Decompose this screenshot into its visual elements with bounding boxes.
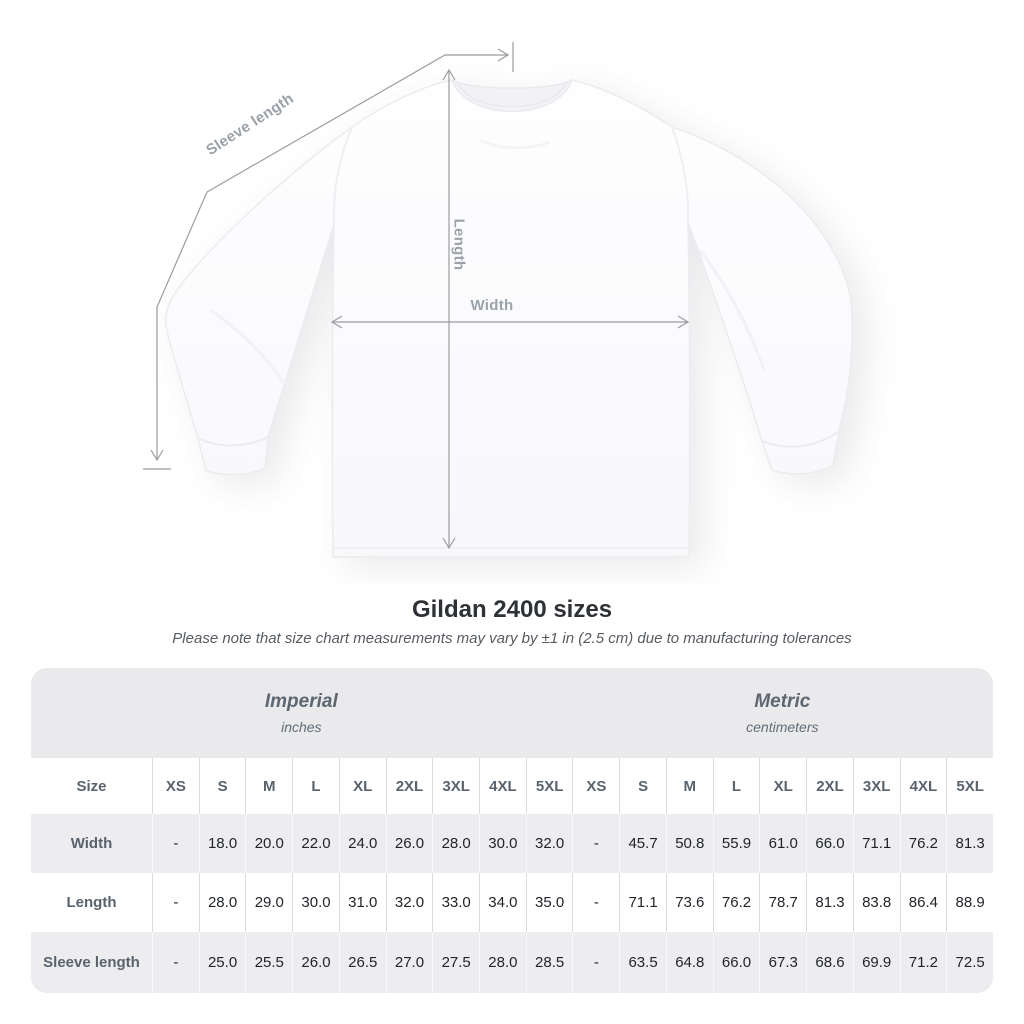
imperial-label: Imperial <box>264 691 338 712</box>
table-cell: 33.0 <box>432 873 480 932</box>
table-cell: 27.5 <box>432 932 480 993</box>
table-cell: 64.8 <box>665 932 713 993</box>
collar <box>451 78 573 112</box>
table-cell: 30.0 <box>292 873 339 932</box>
imperial-section-header: Imperial inches <box>31 668 572 758</box>
size-label: Size <box>31 758 152 814</box>
table-cell: 34.0 <box>479 873 526 932</box>
table-cell: - <box>152 932 199 993</box>
table-cell: 31.0 <box>338 873 386 932</box>
table-cell: 29.0 <box>245 873 293 932</box>
table-cell: 86.4 <box>899 873 947 932</box>
table-cell: 30.0 <box>479 814 526 873</box>
metric-unit-label: centimeters <box>746 719 819 735</box>
table-cell: 68.6 <box>806 932 853 993</box>
table-cell: 45.7 <box>619 814 666 873</box>
units-band: Imperial inches Metric centimeters <box>31 668 993 758</box>
table-cell: 78.7 <box>759 873 807 932</box>
table-cell: 83.8 <box>852 873 900 932</box>
row-label: Length <box>31 873 152 932</box>
size-column-header: 4XL <box>899 758 947 814</box>
table-cell: 73.6 <box>665 873 713 932</box>
table-cell: 28.0 <box>479 932 526 993</box>
size-column-header: 2XL <box>806 758 853 814</box>
size-column-header: 2XL <box>385 758 433 814</box>
table-cell: 25.0 <box>198 932 246 993</box>
table-cell: 88.9 <box>946 873 993 932</box>
page-title: Gildan 2400 sizes <box>411 596 613 623</box>
table-cell: 69.9 <box>852 932 900 993</box>
metric-label: Metric <box>754 691 811 712</box>
size-column-header: M <box>245 758 293 814</box>
table-cell: - <box>152 814 199 873</box>
size-column-header: L <box>292 758 339 814</box>
row-label: Width <box>31 814 152 873</box>
size-grid: Size XS S M L XL 2XL 3XL 4XL 5XL XS S M L XL 2XL 3XL 4XL 5… <box>31 758 993 993</box>
measurement-lines <box>143 42 690 550</box>
imperial-unit-label: inches <box>281 719 322 735</box>
size-column-header: 3XL <box>432 758 480 814</box>
table-cell: 20.0 <box>245 814 293 873</box>
table-cell: 71.1 <box>619 873 666 932</box>
table-cell: 32.0 <box>525 814 573 873</box>
table-cell: 25.5 <box>245 932 293 993</box>
table-cell: 24.0 <box>338 814 386 873</box>
table-cell: 27.0 <box>385 932 433 993</box>
table-cell: 81.3 <box>946 814 993 873</box>
table-cell: 63.5 <box>619 932 666 993</box>
size-column-header: XL <box>759 758 807 814</box>
table-cell: 61.0 <box>759 814 807 873</box>
size-column-header: XS <box>152 758 199 814</box>
table-cell: 66.0 <box>806 814 853 873</box>
length-label: Length <box>450 218 468 271</box>
size-column-header: S <box>198 758 246 814</box>
table-cell: 76.2 <box>899 814 947 873</box>
table-cell: 22.0 <box>292 814 339 873</box>
table-cell: 28.5 <box>525 932 573 993</box>
table-cell: 26.0 <box>292 932 339 993</box>
table-cell: - <box>572 932 620 993</box>
table-cell: 26.5 <box>338 932 386 993</box>
table-cell: - <box>152 873 199 932</box>
table-cell: 71.1 <box>852 814 900 873</box>
size-column-header: 5XL <box>525 758 573 814</box>
tolerance-note: Please note that size chart measurements… <box>172 630 852 647</box>
size-column-header: M <box>665 758 713 814</box>
heading: Gildan 2400 sizes Please note that size … <box>0 596 1024 648</box>
table-cell: 28.0 <box>432 814 480 873</box>
table-cell: 71.2 <box>899 932 947 993</box>
table-cell: - <box>572 873 620 932</box>
table-cell: 28.0 <box>198 873 246 932</box>
row-label: Sleeve length <box>31 932 152 993</box>
table-cell: 81.3 <box>806 873 853 932</box>
table-cell: 35.0 <box>525 873 573 932</box>
table-cell: 55.9 <box>712 814 760 873</box>
table-cell: - <box>572 814 620 873</box>
sleeve-measure-line <box>156 54 508 460</box>
size-column-header: 4XL <box>479 758 526 814</box>
width-label: Width <box>470 297 514 314</box>
shirt-measurement-diagram: Sleeve length Length Width <box>143 42 853 558</box>
size-column-header: XS <box>572 758 620 814</box>
table-cell: 32.0 <box>385 873 433 932</box>
size-column-header: 5XL <box>946 758 993 814</box>
size-column-header: 3XL <box>852 758 900 814</box>
metric-section-header: Metric centimeters <box>572 668 993 758</box>
size-chart-table: Imperial inches Metric centimeters Size X… <box>31 668 993 993</box>
table-cell: 18.0 <box>198 814 246 873</box>
table-cell: 67.3 <box>759 932 807 993</box>
size-column-header: XL <box>338 758 386 814</box>
shirt-illustration <box>164 78 853 558</box>
table-cell: 76.2 <box>712 873 760 932</box>
table-cell: 72.5 <box>946 932 993 993</box>
shirt-svg <box>143 42 853 558</box>
size-column-header: L <box>712 758 760 814</box>
table-cell: 50.8 <box>665 814 713 873</box>
table-cell: 26.0 <box>385 814 433 873</box>
size-column-header: S <box>619 758 666 814</box>
table-cell: 66.0 <box>712 932 760 993</box>
